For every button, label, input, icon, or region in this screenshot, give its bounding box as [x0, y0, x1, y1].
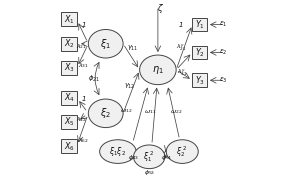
Text: $\gamma_{12}$: $\gamma_{12}$ [124, 82, 135, 91]
Text: $Y_3$: $Y_3$ [195, 74, 205, 86]
Text: $X_1$: $X_1$ [64, 13, 75, 26]
Text: $\phi_{53}$: $\phi_{53}$ [144, 168, 156, 177]
Text: 1: 1 [81, 96, 86, 101]
Text: $\lambda_{42}$: $\lambda_{42}$ [76, 115, 87, 124]
Ellipse shape [140, 55, 176, 85]
Text: $\omega_{11}$: $\omega_{11}$ [144, 108, 157, 116]
FancyBboxPatch shape [192, 18, 207, 31]
Text: $\xi_1$: $\xi_1$ [100, 37, 111, 51]
Text: $\phi_{43}$: $\phi_{43}$ [128, 153, 140, 162]
Text: $Y_1$: $Y_1$ [195, 18, 205, 31]
Text: $\eta_1$: $\eta_1$ [152, 64, 164, 76]
Text: $\xi_1^{\ 2}$: $\xi_1^{\ 2}$ [143, 149, 155, 164]
Text: $Y_2$: $Y_2$ [195, 46, 205, 59]
Text: $X_6$: $X_6$ [64, 140, 75, 153]
Text: $X_5$: $X_5$ [64, 116, 75, 128]
FancyBboxPatch shape [61, 37, 77, 51]
FancyBboxPatch shape [61, 91, 77, 105]
Text: $\lambda_{31}$: $\lambda_{31}$ [78, 61, 89, 70]
Text: $\lambda_{21}$: $\lambda_{21}$ [76, 42, 87, 51]
FancyBboxPatch shape [61, 61, 77, 75]
Text: $\lambda_{31}^{y}$: $\lambda_{31}^{y}$ [177, 67, 188, 78]
Text: $X_2$: $X_2$ [64, 37, 75, 50]
Text: $\gamma_{11}$: $\gamma_{11}$ [127, 43, 138, 53]
Text: $\omega_{22}$: $\omega_{22}$ [170, 108, 182, 116]
Ellipse shape [88, 99, 123, 128]
Text: 1: 1 [179, 23, 183, 28]
Text: $\varepsilon_3$: $\varepsilon_3$ [219, 76, 228, 85]
Text: $\phi_{21}$: $\phi_{21}$ [89, 73, 100, 84]
FancyBboxPatch shape [61, 12, 77, 26]
Ellipse shape [100, 140, 136, 163]
Ellipse shape [166, 140, 198, 163]
FancyBboxPatch shape [192, 74, 207, 87]
Ellipse shape [133, 145, 165, 169]
Text: $X_4$: $X_4$ [64, 91, 75, 104]
Text: $X_3$: $X_3$ [64, 62, 75, 74]
Text: $\xi_2$: $\xi_2$ [100, 106, 111, 120]
Text: 1: 1 [82, 23, 86, 28]
Ellipse shape [88, 30, 123, 58]
Text: $\varepsilon_2$: $\varepsilon_2$ [219, 48, 228, 57]
Text: $\zeta$: $\zeta$ [157, 2, 164, 15]
Text: $\lambda_{21}^{y}$: $\lambda_{21}^{y}$ [176, 43, 187, 53]
FancyBboxPatch shape [61, 139, 77, 153]
FancyBboxPatch shape [192, 46, 207, 59]
Text: $\xi_1\xi_2$: $\xi_1\xi_2$ [109, 145, 126, 158]
Text: $\varepsilon_1$: $\varepsilon_1$ [219, 20, 228, 29]
Text: $\phi_{54}$: $\phi_{54}$ [160, 153, 172, 162]
FancyBboxPatch shape [61, 115, 77, 129]
Text: $\omega_{12}$: $\omega_{12}$ [119, 107, 132, 115]
Text: $\lambda_{62}$: $\lambda_{62}$ [78, 136, 89, 145]
Text: $\xi_2^{\ 2}$: $\xi_2^{\ 2}$ [176, 144, 188, 159]
